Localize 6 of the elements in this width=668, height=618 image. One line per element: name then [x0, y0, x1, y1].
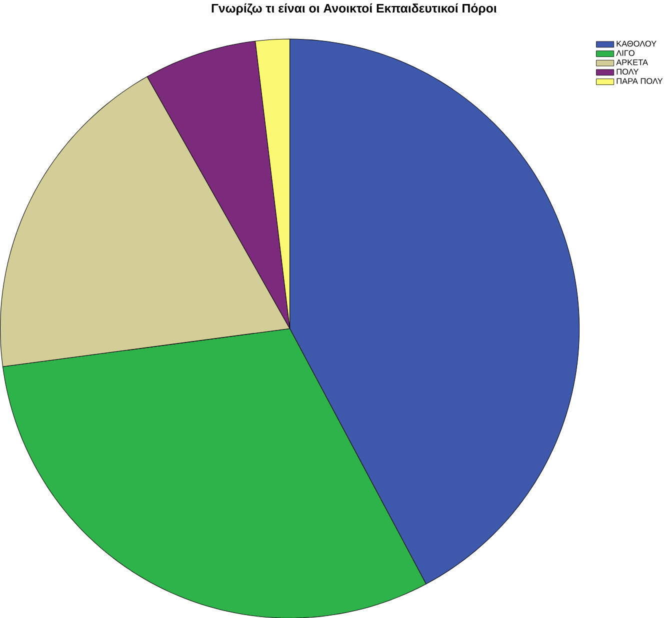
- legend-label: ΚΑΘΟΛΟΥ: [616, 40, 656, 46]
- legend-label: ΑΡΚΕΤΑ: [616, 59, 648, 65]
- chart-title: Γνωρίζω τι είναι οι Ανοικτοί Εκπαιδευτικοί Πόροι: [212, 3, 496, 15]
- legend-label: ΠΟΛΥ: [616, 68, 639, 74]
- legend-label: ΛΙΓΟ: [616, 50, 634, 56]
- legend-label: ΠΑΡΑ ΠΟΛΥ: [616, 78, 663, 84]
